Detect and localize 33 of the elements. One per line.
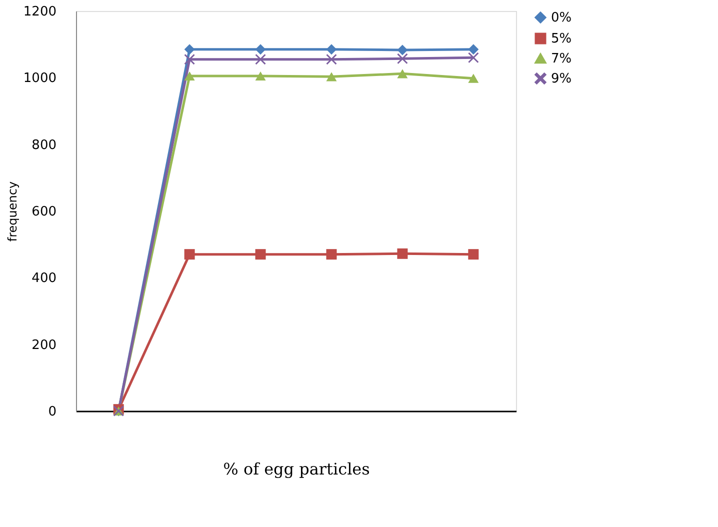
- y-axis-title: frequency: [5, 181, 20, 242]
- y-tick-label: 0: [48, 404, 56, 420]
- x-axis-title: % of egg particles: [223, 460, 370, 478]
- point: [326, 249, 337, 260]
- point: [326, 44, 337, 55]
- y-tick-label: 1000: [23, 71, 56, 86]
- point: [468, 249, 479, 260]
- point: [397, 44, 408, 56]
- point: [468, 74, 479, 83]
- point: [184, 44, 195, 55]
- legend-label: 9%: [551, 72, 572, 86]
- point: [255, 44, 266, 55]
- point: [184, 71, 195, 81]
- y-tick-label: 200: [32, 338, 56, 353]
- legend-label: 5%: [551, 32, 572, 46]
- point: [397, 248, 408, 259]
- point: [255, 54, 266, 65]
- point: [397, 69, 408, 78]
- legend-label: 7%: [551, 52, 572, 66]
- point: [397, 53, 408, 64]
- point: [326, 54, 337, 65]
- point: [184, 54, 195, 65]
- y-tick-label: 800: [32, 138, 56, 153]
- point: [255, 249, 266, 260]
- y-tick-label: 600: [32, 204, 56, 220]
- y-tick-label: 400: [32, 271, 56, 286]
- point: [184, 249, 195, 260]
- point: [468, 52, 479, 63]
- point: [468, 44, 479, 55]
- point: [326, 72, 337, 82]
- y-tick-label: 1200: [23, 4, 56, 20]
- legend-label: 0%: [551, 10, 572, 26]
- point: [255, 71, 266, 81]
